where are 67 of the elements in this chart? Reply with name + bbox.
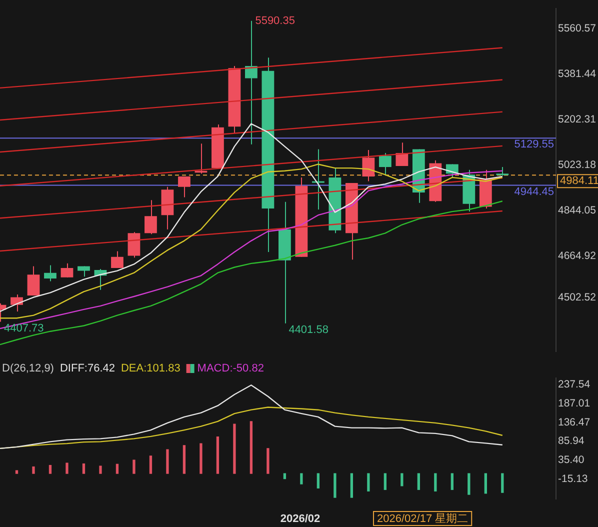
bar <box>283 473 286 480</box>
bar <box>316 473 320 488</box>
text: DEA:101.83 <box>120 362 180 375</box>
bar <box>468 473 470 495</box>
ref-line-label: 4944.45 <box>514 186 554 198</box>
y-tick-label: 5023.18 <box>558 159 596 172</box>
y-tick-label: 85.94 <box>558 435 584 448</box>
bar <box>149 456 152 474</box>
annotation: 4407.73 <box>4 322 44 334</box>
bar <box>132 460 136 474</box>
bar <box>116 464 119 474</box>
text: 2026/02/17 星期二 <box>377 513 468 526</box>
y-tick-label: 187.01 <box>558 397 590 410</box>
bar <box>182 445 186 474</box>
bar <box>166 449 169 474</box>
candlestick <box>362 149 375 182</box>
legend-label: MACD:-50.82 <box>197 362 264 375</box>
chart-title: D(26,12,9) <box>2 362 54 375</box>
candlestick <box>144 200 157 235</box>
bar <box>484 473 487 494</box>
bar <box>367 473 370 492</box>
candlestick <box>60 262 74 278</box>
bar <box>334 473 336 498</box>
bar <box>434 473 437 492</box>
candlestick <box>245 20 258 145</box>
bar <box>200 443 202 474</box>
bar <box>233 424 236 474</box>
y-tick-label: 136.47 <box>558 416 590 428</box>
candlestick <box>178 176 190 198</box>
y-tick-label: 4844.05 <box>558 204 596 217</box>
bar <box>66 462 68 474</box>
y-tick-label: 4502.52 <box>558 292 596 304</box>
y-tick-label: -15.13 <box>558 473 588 486</box>
candlestick <box>111 250 124 269</box>
y-tick-label: 237.54 <box>558 378 590 390</box>
y-tick-label: 5381.44 <box>558 68 596 80</box>
annotation: 5590.35 <box>255 14 295 27</box>
candlestick <box>27 266 40 296</box>
candlestick <box>378 152 392 176</box>
bar <box>15 470 18 474</box>
bar <box>82 463 86 474</box>
candlestick <box>78 266 90 278</box>
bar <box>266 448 270 474</box>
bar <box>32 466 35 474</box>
annotation: 4401.58 <box>288 324 328 336</box>
bar <box>350 473 354 498</box>
y-tick-label: 5202.31 <box>558 114 596 126</box>
ref-line-label: 4984.11 <box>560 175 598 188</box>
candlestick <box>396 142 408 167</box>
bar <box>501 473 504 493</box>
bar <box>400 473 404 486</box>
text: 2026/02 <box>280 513 320 526</box>
bar <box>250 421 253 474</box>
y-tick-label: 4664.92 <box>558 250 596 262</box>
bar <box>417 473 420 490</box>
candlestick <box>44 264 56 282</box>
bar <box>216 436 220 474</box>
bar <box>48 464 52 474</box>
candlestick <box>128 232 140 258</box>
bar <box>300 473 303 484</box>
ref-line-label: 5129.55 <box>514 138 554 151</box>
bar <box>99 466 102 474</box>
bar <box>450 473 454 490</box>
y-tick-label: 35.40 <box>558 454 584 466</box>
text: DIFF:76.42 <box>60 362 115 375</box>
y-tick-label: 5560.57 <box>558 22 596 34</box>
bar <box>384 473 387 490</box>
